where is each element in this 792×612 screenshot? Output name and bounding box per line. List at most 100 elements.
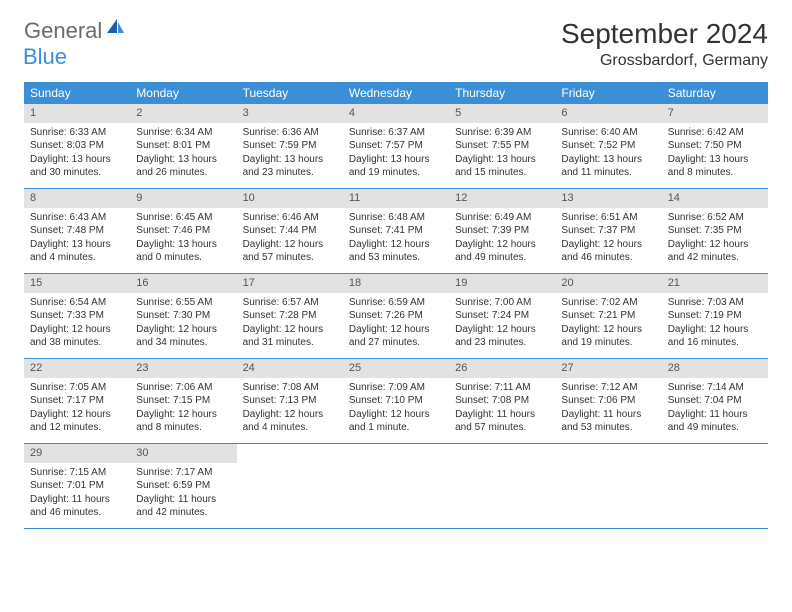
day-cell: 11 Sunrise: 6:48 AMSunset: 7:41 PMDayligh…	[343, 189, 449, 273]
day-cell: 20Sunrise: 7:02 AMSunset: 7:21 PMDayligh…	[555, 274, 661, 358]
day-number: 2	[130, 104, 236, 123]
day-number: 30	[130, 444, 236, 463]
day-number: 23	[130, 359, 236, 378]
day-cell: 30Sunrise: 7:17 AMSunset: 6:59 PMDayligh…	[130, 444, 236, 528]
sunrise-text: Sunrise: 7:15 AM	[30, 466, 124, 480]
day-number: 17	[237, 274, 343, 293]
daylight-text: Daylight: 13 hours and 4 minutes.	[30, 238, 124, 265]
day-cell: 25Sunrise: 7:09 AMSunset: 7:10 PMDayligh…	[343, 359, 449, 443]
daylight-text: Daylight: 12 hours and 53 minutes.	[349, 238, 443, 265]
day-cell: 26Sunrise: 7:11 AMSunset: 7:08 PMDayligh…	[449, 359, 555, 443]
daylight-text: Daylight: 13 hours and 0 minutes.	[136, 238, 230, 265]
sunset-text: Sunset: 7:17 PM	[30, 394, 124, 408]
sunrise-text: Sunrise: 7:09 AM	[349, 381, 443, 395]
sunset-text: Sunset: 7:33 PM	[30, 309, 124, 323]
dayheader: Wednesday	[343, 82, 449, 104]
day-cell: 14Sunrise: 6:52 AMSunset: 7:35 PMDayligh…	[662, 189, 768, 273]
daylight-text: Daylight: 12 hours and 38 minutes.	[30, 323, 124, 350]
sunset-text: Sunset: 7:08 PM	[455, 394, 549, 408]
location: Grossbardorf, Germany	[561, 52, 768, 70]
day-number: 24	[237, 359, 343, 378]
day-number: 16	[130, 274, 236, 293]
daylight-text: Daylight: 12 hours and 19 minutes.	[561, 323, 655, 350]
sunrise-text: Sunrise: 6:54 AM	[30, 296, 124, 310]
day-number: 11	[343, 189, 449, 208]
header: General September 2024 Grossbardorf, Ger…	[24, 18, 768, 70]
day-cell: 19Sunrise: 7:00 AMSunset: 7:24 PMDayligh…	[449, 274, 555, 358]
sunset-text: Sunset: 7:21 PM	[561, 309, 655, 323]
daylight-text: Daylight: 12 hours and 12 minutes.	[30, 408, 124, 435]
daylight-text: Daylight: 12 hours and 16 minutes.	[668, 323, 762, 350]
day-cell: 1Sunrise: 6:33 AMSunset: 8:03 PMDaylight…	[24, 104, 130, 188]
sunset-text: Sunset: 7:10 PM	[349, 394, 443, 408]
day-number: 10	[237, 189, 343, 208]
dayheader: Sunday	[24, 82, 130, 104]
sunrise-text: Sunrise: 7:05 AM	[30, 381, 124, 395]
day-number: 3	[237, 104, 343, 123]
day-number: 5	[449, 104, 555, 123]
daylight-text: Daylight: 11 hours and 46 minutes.	[30, 493, 124, 520]
calendar: Sunday Monday Tuesday Wednesday Thursday…	[24, 82, 768, 529]
logo-sail-icon	[107, 19, 125, 40]
day-number: 26	[449, 359, 555, 378]
day-cell: 12Sunrise: 6:49 AMSunset: 7:39 PMDayligh…	[449, 189, 555, 273]
day-number: 8	[24, 189, 130, 208]
day-number: 4	[343, 104, 449, 123]
day-cell: 28Sunrise: 7:14 AMSunset: 7:04 PMDayligh…	[662, 359, 768, 443]
sunrise-text: Sunrise: 6:42 AM	[668, 126, 762, 140]
title-block: September 2024 Grossbardorf, Germany	[561, 18, 768, 70]
day-cell: 15 Sunrise: 6:54 AMSunset: 7:33 PMDayligh…	[24, 274, 130, 358]
week-row: 22Sunrise: 7:05 AMSunset: 7:17 PMDayligh…	[24, 359, 768, 444]
sunrise-text: Sunrise: 7:12 AM	[561, 381, 655, 395]
daylight-text: Daylight: 12 hours and 57 minutes.	[243, 238, 337, 265]
day-number: 6	[555, 104, 661, 123]
day-number: 15	[24, 274, 130, 293]
sunrise-text: Sunrise: 6:39 AM	[455, 126, 549, 140]
sunset-text: Sunset: 7:30 PM	[136, 309, 230, 323]
sunset-text: Sunset: 7:19 PM	[668, 309, 762, 323]
logo-text-part2: Blue	[23, 44, 67, 69]
daylight-text: Daylight: 12 hours and 46 minutes.	[561, 238, 655, 265]
day-cell: 4Sunrise: 6:37 AMSunset: 7:57 PMDaylight…	[343, 104, 449, 188]
sunset-text: Sunset: 7:46 PM	[136, 224, 230, 238]
daylight-text: Daylight: 12 hours and 34 minutes.	[136, 323, 230, 350]
sunrise-text: Sunrise: 6:57 AM	[243, 296, 337, 310]
day-cell: 22Sunrise: 7:05 AMSunset: 7:17 PMDayligh…	[24, 359, 130, 443]
sunrise-text: Sunrise: 6:48 AM	[349, 211, 443, 225]
day-number: 28	[662, 359, 768, 378]
day-cell	[662, 444, 768, 528]
sunrise-text: Sunrise: 6:33 AM	[30, 126, 124, 140]
sunrise-text: Sunrise: 6:55 AM	[136, 296, 230, 310]
daylight-text: Daylight: 12 hours and 4 minutes.	[243, 408, 337, 435]
sunrise-text: Sunrise: 6:45 AM	[136, 211, 230, 225]
day-number: 20	[555, 274, 661, 293]
sunrise-text: Sunrise: 6:40 AM	[561, 126, 655, 140]
day-cell: 21Sunrise: 7:03 AMSunset: 7:19 PMDayligh…	[662, 274, 768, 358]
sunset-text: Sunset: 7:41 PM	[349, 224, 443, 238]
day-cell	[449, 444, 555, 528]
day-cell: 24Sunrise: 7:08 AMSunset: 7:13 PMDayligh…	[237, 359, 343, 443]
day-number: 9	[130, 189, 236, 208]
day-cell	[237, 444, 343, 528]
day-number: 18	[343, 274, 449, 293]
sunrise-text: Sunrise: 7:17 AM	[136, 466, 230, 480]
logo: General	[24, 18, 127, 44]
month-title: September 2024	[561, 18, 768, 50]
week-row: 29Sunrise: 7:15 AMSunset: 7:01 PMDayligh…	[24, 444, 768, 529]
logo-text-part1: General	[24, 18, 102, 44]
day-number: 13	[555, 189, 661, 208]
daylight-text: Daylight: 12 hours and 8 minutes.	[136, 408, 230, 435]
sunrise-text: Sunrise: 6:49 AM	[455, 211, 549, 225]
sunrise-text: Sunrise: 6:37 AM	[349, 126, 443, 140]
dayheader: Saturday	[662, 82, 768, 104]
day-number: 27	[555, 359, 661, 378]
sunset-text: Sunset: 7:57 PM	[349, 139, 443, 153]
daylight-text: Daylight: 11 hours and 57 minutes.	[455, 408, 549, 435]
sunrise-text: Sunrise: 6:59 AM	[349, 296, 443, 310]
sunrise-text: Sunrise: 6:34 AM	[136, 126, 230, 140]
sunset-text: Sunset: 7:50 PM	[668, 139, 762, 153]
sunset-text: Sunset: 7:39 PM	[455, 224, 549, 238]
day-cell: 18Sunrise: 6:59 AMSunset: 7:26 PMDayligh…	[343, 274, 449, 358]
sunrise-text: Sunrise: 6:51 AM	[561, 211, 655, 225]
day-cell: 17Sunrise: 6:57 AMSunset: 7:28 PMDayligh…	[237, 274, 343, 358]
